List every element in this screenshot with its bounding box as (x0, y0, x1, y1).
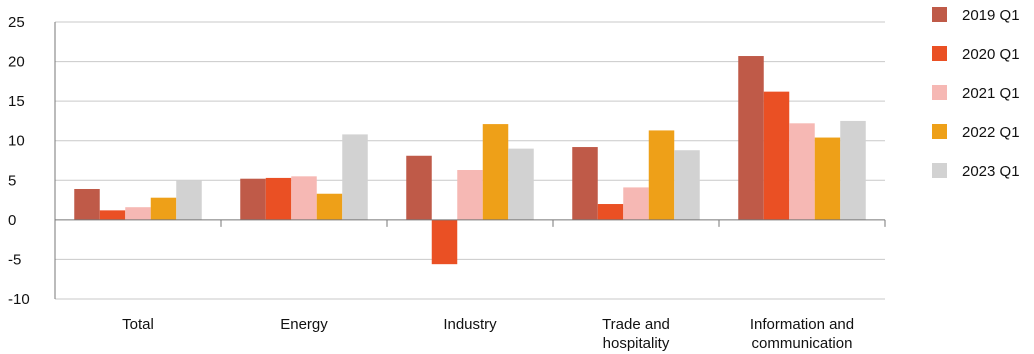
bar (150, 197, 177, 220)
y-tick-label: 10 (8, 133, 25, 150)
bar (763, 91, 790, 220)
bar (572, 147, 598, 220)
bar (482, 124, 509, 220)
bar (457, 169, 483, 220)
legend-swatch (932, 124, 947, 139)
bar (240, 178, 266, 220)
legend-label: 2020 Q1 (962, 46, 1020, 63)
y-tick-label: 25 (8, 14, 25, 31)
bar (316, 193, 343, 220)
bar (508, 148, 534, 220)
bar (597, 204, 624, 220)
legend: 2019 Q1 2020 Q1 2021 Q1 2022 Q1 2023 Q1 (932, 7, 1020, 180)
y-tick-label: 0 (8, 212, 16, 229)
bar (789, 123, 815, 220)
bar (840, 120, 866, 220)
legend-label: 2022 Q1 (962, 124, 1020, 141)
bar (125, 207, 151, 220)
axes (54, 22, 886, 299)
legend-swatch (932, 46, 947, 61)
x-category-label: Industry (443, 316, 497, 333)
y-tick-labels: -10 -5 0 5 10 15 20 25 (8, 14, 30, 308)
legend-swatch (932, 7, 947, 22)
legend-swatch (932, 85, 947, 100)
legend-label: 2021 Q1 (962, 85, 1020, 102)
legend-label: 2019 Q1 (962, 7, 1020, 24)
bar (176, 180, 202, 220)
x-category-label: Energy (280, 316, 328, 333)
bar (814, 137, 841, 220)
x-category-label: Trade and hospitality (602, 316, 670, 352)
bar (674, 150, 700, 220)
bar (648, 130, 675, 220)
bar (406, 155, 432, 220)
bar (623, 187, 649, 220)
legend-swatch (932, 163, 947, 178)
legend-label: 2023 Q1 (962, 163, 1020, 180)
x-category-labels: Total Energy Industry Trade and hospitality I… (122, 316, 854, 352)
x-category-label: Information and communication (750, 316, 854, 352)
bar (291, 176, 317, 220)
bar (738, 56, 764, 220)
y-tick-label: 15 (8, 93, 25, 110)
bars (74, 56, 866, 265)
y-tick-label: 20 (8, 54, 25, 71)
y-tick-label: 5 (8, 172, 16, 189)
y-tick-label: -10 (8, 291, 30, 308)
y-tick-label: -5 (8, 251, 21, 268)
bar (74, 188, 100, 220)
bar (99, 210, 126, 220)
x-category-label: Total (122, 316, 154, 333)
bar (431, 219, 458, 265)
bar (265, 177, 292, 220)
bar (342, 134, 368, 220)
